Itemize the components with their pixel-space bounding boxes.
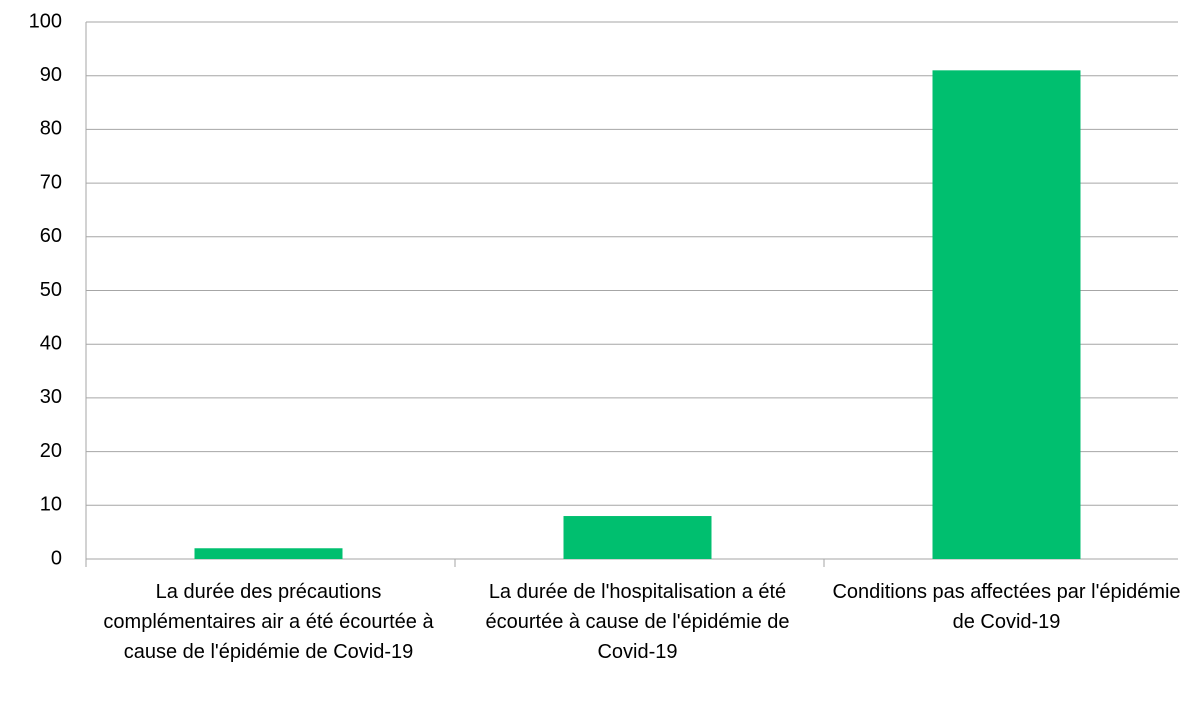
bar [563, 516, 712, 559]
y-tick-label: 0 [51, 547, 62, 569]
y-tick-label: 50 [40, 279, 62, 301]
y-tick-label: 90 [40, 64, 62, 86]
bar [194, 548, 343, 559]
y-tick-label: 20 [40, 440, 62, 462]
y-tick-label: 60 [40, 225, 62, 247]
y-tick-label: 10 [40, 494, 62, 516]
bar [932, 70, 1081, 559]
x-tick-label: La durée de l'hospitalisation a été écou… [485, 581, 790, 663]
y-tick-label: 70 [40, 171, 62, 193]
y-tick-label: 30 [40, 386, 62, 408]
x-tick-label: La durée des précautions complémentaires… [103, 581, 434, 663]
x-tick-label: Conditions pas affectées par l'épidémie … [832, 581, 1181, 633]
y-tick-label: 80 [40, 118, 62, 140]
y-tick-label: 40 [40, 332, 62, 354]
y-tick-label: 100 [29, 10, 62, 32]
